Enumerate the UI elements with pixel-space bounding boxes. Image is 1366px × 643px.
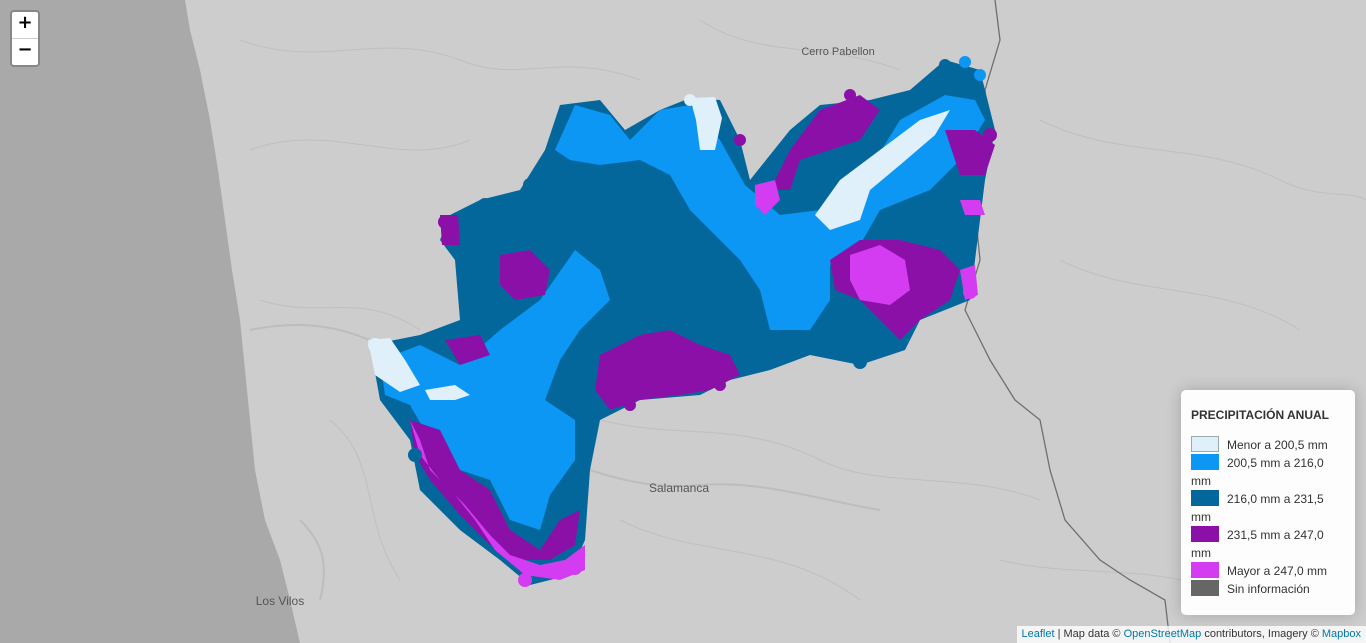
- place-label-cerro-pabellon: Cerro Pabellon: [801, 46, 874, 58]
- place-label-los-vilos: Los Vilos: [256, 594, 304, 608]
- zone-231-247[interactable]: [500, 250, 550, 300]
- attribution-text: | Map data ©: [1054, 628, 1124, 640]
- legend-label: Sin información: [1227, 582, 1310, 596]
- legend-item: 231,5 mm a 247,0 mm: [1191, 526, 1345, 562]
- zone-231-247[interactable]: [770, 95, 880, 190]
- legend-title: PRECIPITACIÓN ANUAL: [1191, 408, 1329, 422]
- leaflet-link[interactable]: Leaflet: [1021, 628, 1055, 640]
- zone-gt-247[interactable]: [850, 245, 910, 305]
- legend-item: Sin información: [1191, 580, 1345, 598]
- zone-lt-200[interactable]: [425, 385, 470, 400]
- legend-item: Mayor a 247,0 mm: [1191, 562, 1345, 580]
- zone-200-216[interactable]: [380, 250, 610, 530]
- zone-gt-247[interactable]: [755, 180, 780, 215]
- attribution-text: contributors, Imagery ©: [1201, 628, 1322, 640]
- legend-swatch: [1191, 562, 1219, 578]
- zone-lt-200[interactable]: [690, 97, 722, 150]
- legend-swatch: [1191, 454, 1219, 470]
- legend-swatch: [1191, 526, 1219, 542]
- legend-label: Menor a 200,5 mm: [1227, 438, 1328, 452]
- legend-label: 231,5 mm a 247,0 mm: [1191, 528, 1324, 560]
- roads: [249, 324, 881, 601]
- osm-link[interactable]: OpenStreetMap: [1123, 628, 1202, 640]
- terrain-lines: [239, 19, 1366, 601]
- zone-gt-247[interactable]: [410, 420, 585, 580]
- zone-gt-247[interactable]: [960, 200, 985, 215]
- zone-231-247[interactable]: [595, 330, 740, 410]
- zone-231-247[interactable]: [410, 420, 580, 560]
- place-label-salamanca: Salamanca: [649, 481, 709, 495]
- zone-231-247[interactable]: [445, 335, 490, 365]
- zoom-out-button[interactable]: −: [12, 38, 38, 65]
- zoom-control: + −: [10, 10, 40, 67]
- legend-item: 216,0 mm a 231,5 mm: [1191, 490, 1345, 526]
- legend-item: 200,5 mm a 216,0 mm: [1191, 454, 1345, 490]
- zone-231-247[interactable]: [945, 130, 995, 175]
- mapbox-link[interactable]: Mapbox: [1321, 628, 1361, 640]
- zoom-in-button[interactable]: +: [17, 12, 33, 33]
- precipitation-region[interactable]: [368, 56, 997, 587]
- zone-lt-200[interactable]: [368, 338, 420, 392]
- attribution: Leaflet | Map data © OpenStreetMap contr…: [1016, 626, 1366, 643]
- legend: PRECIPITACIÓN ANUAL Menor a 200,5 mm 200…: [1181, 390, 1355, 615]
- legend-swatch: [1191, 436, 1219, 452]
- legend-item: Menor a 200,5 mm: [1191, 436, 1345, 454]
- legend-label: Mayor a 247,0 mm: [1227, 564, 1328, 578]
- legend-label: 216,0 mm a 231,5 mm: [1191, 492, 1324, 524]
- zone-200-216[interactable]: [555, 95, 985, 330]
- legend-label: 200,5 mm a 216,0 mm: [1191, 456, 1324, 488]
- zone-lt-200[interactable]: [815, 110, 950, 230]
- hex-edge-dots: [368, 56, 997, 587]
- legend-swatch: [1191, 490, 1219, 506]
- legend-swatch: [1191, 580, 1219, 596]
